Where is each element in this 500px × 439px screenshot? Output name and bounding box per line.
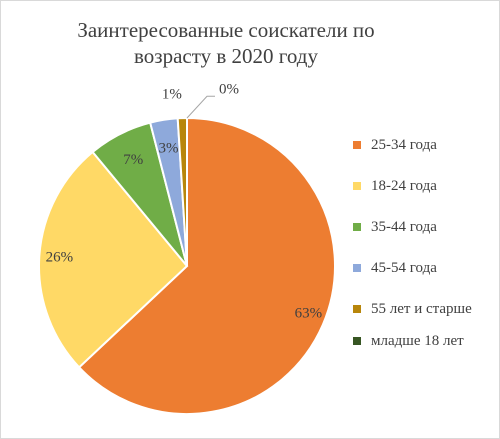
pie-slice-25-34-года — [77, 116, 336, 415]
pie-slice-18-24-года — [38, 150, 189, 369]
legend-swatch — [353, 182, 361, 190]
chart-legend: 25-34 года 18-24 года 35-44 года 45-54 г… — [353, 135, 493, 363]
data-label-35-44-года: 7% — [123, 152, 143, 168]
legend-swatch — [353, 141, 361, 149]
pie-slice-55-лет-и-старше — [176, 116, 188, 267]
leader-line-младше-18-лет — [186, 95, 215, 119]
legend-swatch — [353, 264, 361, 272]
legend-swatch — [353, 305, 361, 313]
legend-item-45-54: 45-54 года — [353, 258, 493, 278]
legend-label: 18-24 года — [371, 178, 437, 194]
legend-item-35-44: 35-44 года — [353, 217, 493, 237]
data-label-45-54-года: 3% — [158, 140, 178, 156]
data-label-55-лет-и-старше: 1% — [162, 87, 182, 103]
chart-title: Заинтересованные соискатели по возрасту … — [41, 17, 411, 69]
legend-item-55-plus: 55 лет и старше — [353, 299, 493, 319]
legend-item-18-24: 18-24 года — [353, 176, 493, 196]
legend-label: младше 18 лет — [371, 333, 464, 349]
legend-swatch — [353, 223, 361, 231]
legend-label: 55 лет и старше — [371, 301, 472, 317]
legend-label: 25-34 года — [371, 137, 437, 153]
legend-label: 35-44 года — [371, 219, 437, 235]
data-label-18-24-года: 26% — [46, 250, 74, 266]
data-label-25-34-года: 63% — [295, 306, 323, 322]
chart-title-line-1: Заинтересованные соискатели по — [77, 18, 375, 42]
legend-item-under-18: младше 18 лет — [353, 331, 493, 351]
legend-label: 45-54 года — [371, 260, 437, 276]
data-label-младше-18-лет: 0% — [219, 82, 239, 98]
legend-swatch — [353, 337, 361, 345]
chart-title-line-2: возрасту в 2020 году — [134, 44, 318, 68]
legend-item-25-34: 25-34 года — [353, 135, 493, 155]
